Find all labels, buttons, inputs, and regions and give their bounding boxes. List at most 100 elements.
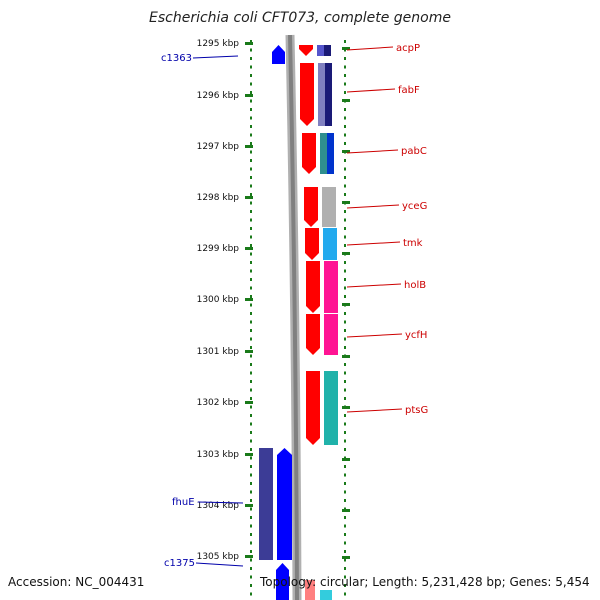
ruler-dot	[250, 286, 252, 290]
ruler-dot	[344, 363, 346, 366]
ruler-dot	[250, 184, 252, 188]
ruler-dot	[250, 295, 252, 298]
ruler-dot	[250, 320, 252, 324]
cog-bar-fhuE	[259, 448, 273, 560]
gene-fabF	[300, 63, 314, 126]
cog-bar-ptsG	[324, 371, 338, 445]
ruler-tick-label: 1297 kbp	[197, 142, 240, 152]
ruler-dot	[344, 193, 346, 196]
cog-bar-tmk	[323, 228, 337, 260]
ruler-dot	[344, 312, 346, 315]
ruler-dot	[344, 567, 346, 570]
ruler-dot	[250, 133, 252, 137]
gene-fhuE	[277, 448, 292, 560]
leader-line-pabC	[346, 149, 399, 154]
cog-bar-pabC	[320, 133, 327, 174]
gene-label-yceG: yceG	[402, 201, 427, 212]
ruler-dot	[344, 218, 346, 222]
ruler-dot	[250, 201, 252, 205]
cog-bar2-acpP	[324, 45, 331, 56]
ruler-dot	[344, 431, 346, 434]
ruler-tick-label: 1299 kbp	[197, 244, 240, 254]
major-tick-right	[342, 99, 350, 102]
major-tick-right	[342, 201, 350, 204]
ruler-dot	[250, 431, 252, 434]
ruler-dot	[250, 116, 252, 120]
gene-tmk	[305, 228, 319, 260]
gene-label-fhuE: fhuE	[172, 497, 195, 508]
ruler-dot	[344, 448, 346, 451]
ruler-dot	[344, 337, 346, 341]
map-title: Escherichia coli CFT073, complete genome	[149, 10, 451, 26]
gene-ptsG	[306, 371, 320, 445]
major-tick-left	[245, 504, 253, 507]
ruler-dot	[344, 541, 346, 545]
ruler-dot	[344, 295, 346, 298]
ruler-dot	[250, 167, 252, 171]
cog-bar-ycfH	[324, 314, 338, 355]
cog-bar-yceG	[322, 187, 336, 227]
gene-label-fabF: fabF	[398, 85, 420, 96]
ruler-dot	[344, 482, 346, 485]
ruler-dot	[344, 439, 346, 443]
ruler-dot	[250, 439, 252, 443]
ruler-dot	[250, 380, 252, 383]
ruler-dot	[250, 422, 252, 426]
ruler-dot	[344, 329, 346, 332]
ruler-dot	[344, 269, 346, 273]
ruler-dot	[250, 303, 252, 307]
ruler-dot	[250, 354, 252, 358]
major-tick-right	[342, 150, 350, 153]
major-tick-left	[245, 94, 253, 97]
gene-yceG	[304, 187, 318, 227]
ruler-dot	[250, 363, 252, 366]
ruler-dot	[250, 261, 252, 264]
ruler-dot	[250, 99, 252, 103]
ruler-dot	[344, 184, 346, 188]
leader-line-fhuE	[197, 501, 244, 504]
major-tick-left	[245, 145, 253, 148]
ruler-dot	[250, 193, 252, 196]
major-tick-left	[245, 350, 253, 353]
gene-label-acpP: acpP	[396, 43, 420, 54]
ruler-tick-label: 1295 kbp	[197, 39, 240, 49]
ruler-tick-label: 1304 kbp	[197, 501, 240, 511]
ruler-tick-label: 1296 kbp	[197, 91, 240, 101]
cog-bar-acpP	[317, 45, 324, 56]
ruler-dot	[250, 48, 252, 52]
ruler-dot	[250, 550, 252, 553]
gene-c1363	[272, 45, 285, 64]
ruler-dot	[344, 286, 346, 290]
ruler-dot	[344, 65, 346, 69]
major-tick-left	[245, 196, 253, 199]
ruler-dot	[250, 57, 252, 60]
ruler-dot	[250, 371, 252, 375]
ruler-dot	[344, 278, 346, 281]
major-tick-right	[342, 303, 350, 306]
gene-labels: acpP fabF pabC yceG tmk holB ycfH ptsG c1363 fhuE…	[161, 43, 428, 569]
ruler-dot	[344, 575, 346, 579]
ruler-dot	[250, 210, 252, 213]
ruler-dot	[250, 465, 252, 468]
ruler-dot	[250, 235, 252, 239]
ruler-right	[344, 40, 346, 596]
cog-bar-holB	[324, 261, 338, 313]
gene-ycfH	[306, 314, 320, 355]
gene-c1375	[276, 563, 289, 600]
ruler-dot	[250, 592, 252, 596]
leader-line-tmk	[346, 241, 401, 246]
ruler-dot	[250, 91, 252, 94]
ruler-dot	[250, 516, 252, 519]
ruler-dot	[250, 312, 252, 315]
gene-acpP	[299, 45, 313, 56]
gene-label-ptsG: ptsG	[405, 405, 428, 416]
ruler-dot	[250, 533, 252, 536]
ruler-dot	[250, 329, 252, 332]
ruler-dot	[344, 244, 346, 247]
cog-bar2-fabF	[325, 63, 332, 126]
ruler-dot	[344, 465, 346, 468]
ruler-dot	[250, 473, 252, 477]
leader-line-ptsG	[346, 408, 403, 413]
leader-line-ycfH	[346, 333, 403, 338]
